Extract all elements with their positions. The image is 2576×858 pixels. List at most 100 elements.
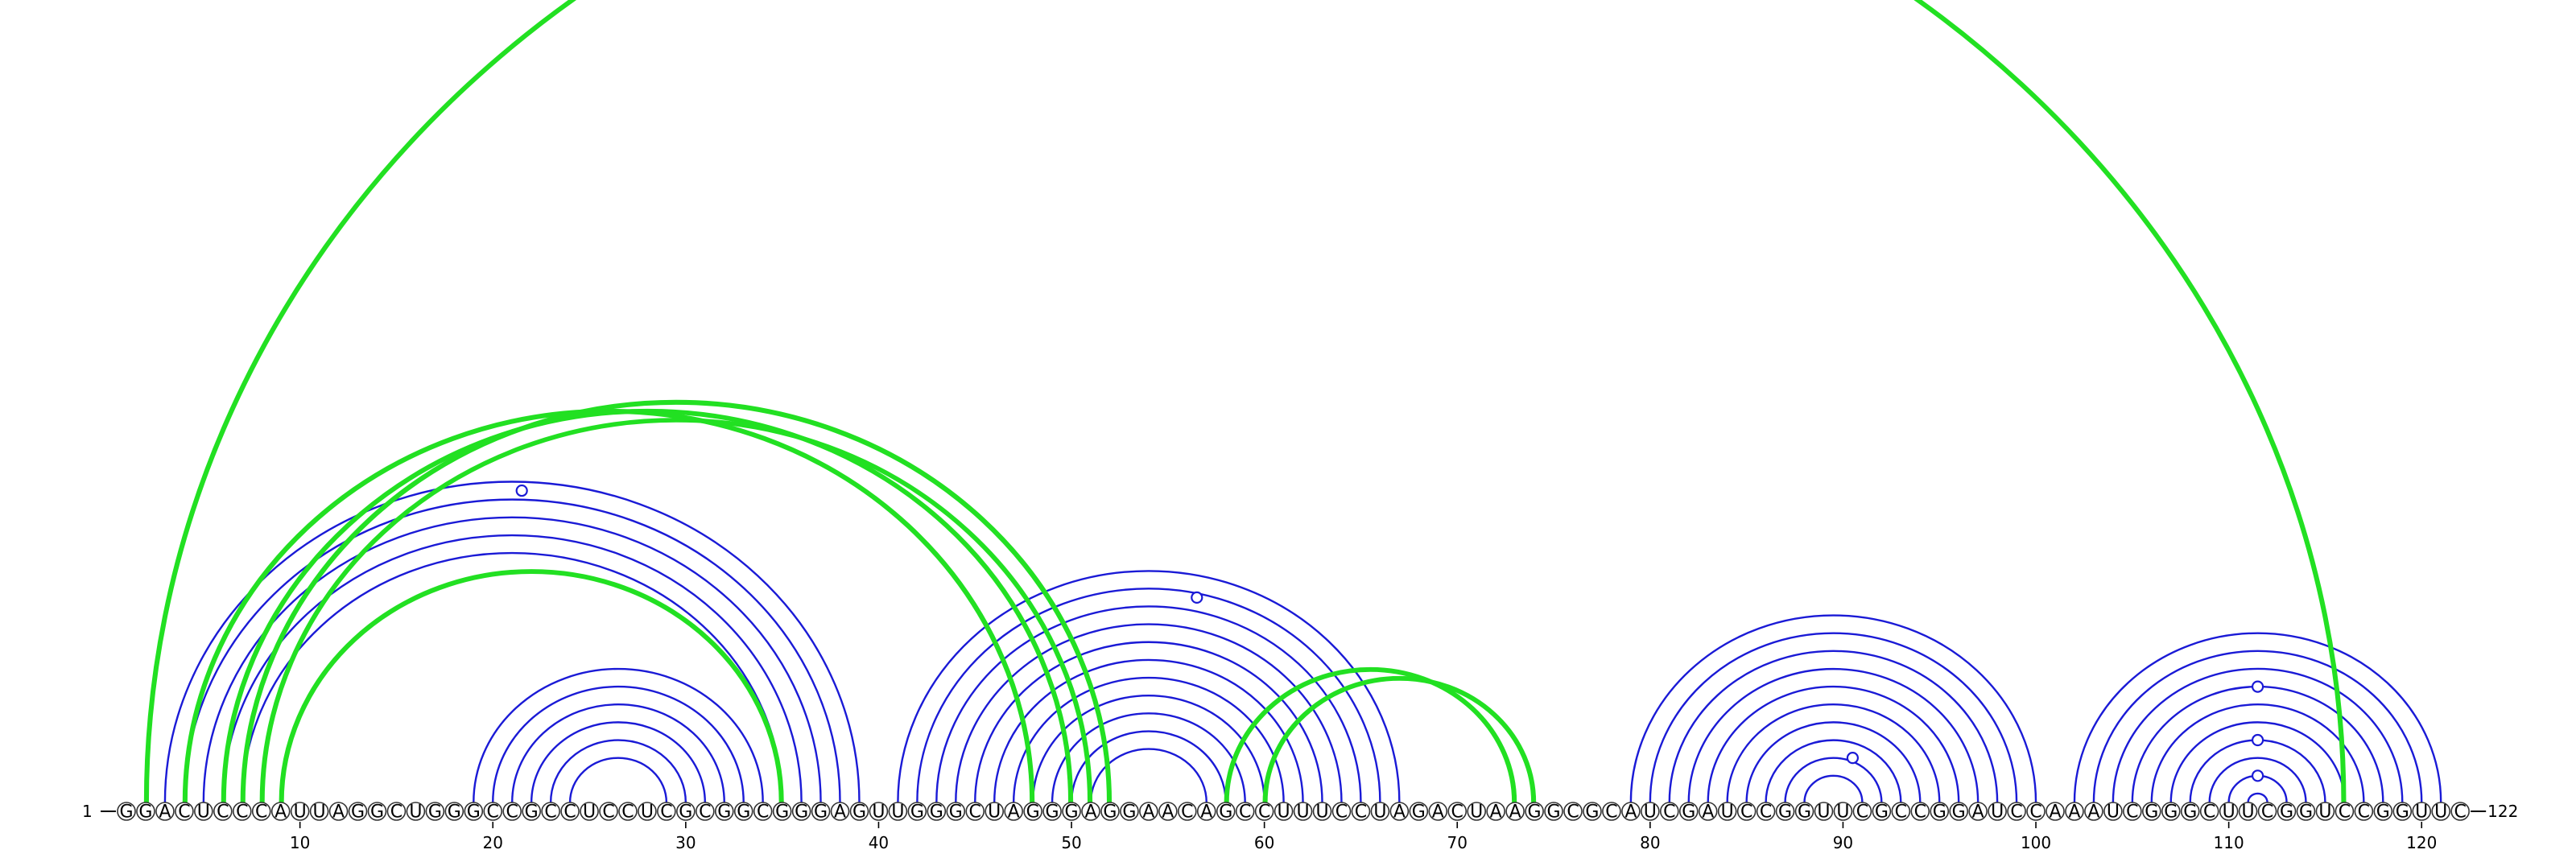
nucleotide-letter: U bbox=[1373, 802, 1386, 823]
nucleotide: C bbox=[1910, 802, 1930, 823]
nucleotide-letter: G bbox=[1065, 802, 1079, 823]
nucleotide: C bbox=[1254, 802, 1274, 823]
markers-layer bbox=[515, 484, 2264, 782]
nucleotide-letter: C bbox=[544, 802, 556, 823]
nucleotide-circle bbox=[2277, 802, 2297, 821]
nucleotide-letter: G bbox=[525, 802, 539, 823]
nucleotide-circle bbox=[2219, 802, 2239, 821]
nucleotide-circle bbox=[2315, 802, 2335, 821]
nucleotide-circle bbox=[907, 802, 927, 821]
nucleotide-circle bbox=[2007, 802, 2026, 821]
blue-pair-arc bbox=[897, 570, 1401, 803]
nucleotide: G bbox=[1794, 802, 1814, 823]
nucleotide: C bbox=[2257, 802, 2277, 823]
nucleotide: G bbox=[2392, 802, 2413, 823]
nucleotide-circle bbox=[888, 802, 908, 821]
nucleotide-letter: G bbox=[467, 802, 481, 823]
nucleotide-letter: C bbox=[2010, 802, 2022, 823]
nucleotide: C bbox=[2334, 802, 2355, 823]
green-pair-arc-inner bbox=[225, 413, 1069, 802]
blue-pair-arc bbox=[2169, 721, 2346, 803]
nucleotide-circle bbox=[1351, 802, 1371, 821]
nucleotide: U bbox=[2412, 802, 2432, 823]
nucleotide: A bbox=[1004, 802, 1023, 823]
nucleotide: A bbox=[2046, 802, 2065, 823]
nucleotide-letter: C bbox=[506, 802, 518, 823]
end-label: 122 bbox=[2487, 802, 2518, 821]
nucleotide-letter: C bbox=[2454, 802, 2466, 823]
nucleotide-circle bbox=[1988, 802, 2007, 821]
nucleotide: C bbox=[2026, 802, 2046, 823]
nucleotide: C bbox=[232, 802, 252, 823]
blue-pair-arc bbox=[568, 757, 668, 803]
nucleotide-letter: U bbox=[1278, 802, 1290, 823]
nucleotide-letter: G bbox=[930, 802, 943, 823]
nucleotide-letter: G bbox=[119, 802, 133, 823]
nucleotide: G bbox=[1930, 802, 1950, 823]
nucleotide-circle bbox=[2238, 802, 2258, 821]
nucleotide-circle bbox=[2065, 802, 2084, 821]
nucleotide: G bbox=[1216, 802, 1236, 823]
nucleotide-letter: U bbox=[641, 802, 654, 823]
nucleotide-circle bbox=[2046, 802, 2065, 821]
nucleotide-circle bbox=[2412, 802, 2432, 821]
blue-pair-arc bbox=[511, 703, 725, 803]
arcs-layer bbox=[143, 0, 2442, 803]
nucleotide: G bbox=[1678, 802, 1699, 823]
nucleotide-circle bbox=[406, 802, 426, 821]
nucleotide-circle bbox=[2103, 802, 2123, 821]
nucleotide-circle bbox=[522, 802, 541, 821]
nucleotide-letter: U bbox=[294, 802, 307, 823]
nucleotide-letter: G bbox=[717, 802, 731, 823]
blue-pair-arc bbox=[2112, 667, 2404, 803]
nucleotide-letter: G bbox=[1547, 802, 1561, 823]
nucleotide-letter: U bbox=[891, 802, 904, 823]
nucleotide-circle bbox=[1678, 802, 1699, 821]
nucleotide-letter: G bbox=[1585, 802, 1599, 823]
nucleotide-letter: A bbox=[1624, 802, 1637, 823]
nucleotide-circle bbox=[2373, 802, 2393, 821]
nucleotide-letter: A bbox=[1142, 802, 1154, 823]
nucleotide-letter: U bbox=[313, 802, 326, 823]
nucleotide-circle bbox=[599, 802, 618, 821]
position-tick-label: 90 bbox=[1833, 833, 1853, 852]
nucleotide: C bbox=[1351, 802, 1371, 823]
blue-pair-arc bbox=[1784, 757, 1883, 803]
nucleotide: A bbox=[1968, 802, 1988, 823]
nucleotide-circle bbox=[869, 802, 889, 821]
nucleotide-circle bbox=[1428, 802, 1448, 821]
nucleotide-letter: G bbox=[370, 802, 384, 823]
nucleotide: G bbox=[1042, 802, 1062, 823]
nucleotide-circle bbox=[155, 802, 175, 821]
nucleotide: C bbox=[2354, 802, 2374, 823]
nucleotide: A bbox=[1486, 802, 1505, 823]
nucleotide-letter: G bbox=[1933, 802, 1946, 823]
nucleotide-circle bbox=[676, 802, 696, 821]
blue-pair-arc bbox=[1765, 739, 1902, 803]
blue-pair-arc bbox=[1668, 650, 1999, 803]
nucleotide-letter: U bbox=[583, 802, 596, 823]
nucleotide: U bbox=[1814, 802, 1834, 823]
nucleotide-letter: C bbox=[1181, 802, 1193, 823]
nucleotide-letter: C bbox=[699, 802, 711, 823]
nucleotide-circle bbox=[1833, 802, 1853, 821]
nucleotide: U bbox=[2431, 802, 2450, 823]
position-tick-label: 30 bbox=[675, 833, 696, 852]
blue-pair-arc bbox=[1745, 721, 1922, 803]
blue-pair-arc bbox=[1726, 703, 1941, 803]
nucleotide-circle bbox=[1331, 802, 1352, 821]
nucleotide-letter: C bbox=[2029, 802, 2041, 823]
nucleotide: A bbox=[1139, 802, 1158, 823]
nucleotide: A bbox=[1428, 802, 1448, 823]
nucleotide-letter: A bbox=[1702, 802, 1714, 823]
nucleotide-circle bbox=[1139, 802, 1158, 821]
nucleotide-letter: A bbox=[1084, 802, 1096, 823]
nucleotide-letter: G bbox=[1952, 802, 1966, 823]
nucleotide-letter: U bbox=[1721, 802, 1734, 823]
nucleotide: G bbox=[2180, 802, 2200, 823]
nucleotide-letter: C bbox=[217, 802, 229, 823]
nucleotide-circle bbox=[830, 802, 850, 821]
nucleotide-letter: G bbox=[351, 802, 365, 823]
nucleotide-letter: G bbox=[2376, 802, 2390, 823]
position-tick-label: 70 bbox=[1447, 833, 1468, 852]
